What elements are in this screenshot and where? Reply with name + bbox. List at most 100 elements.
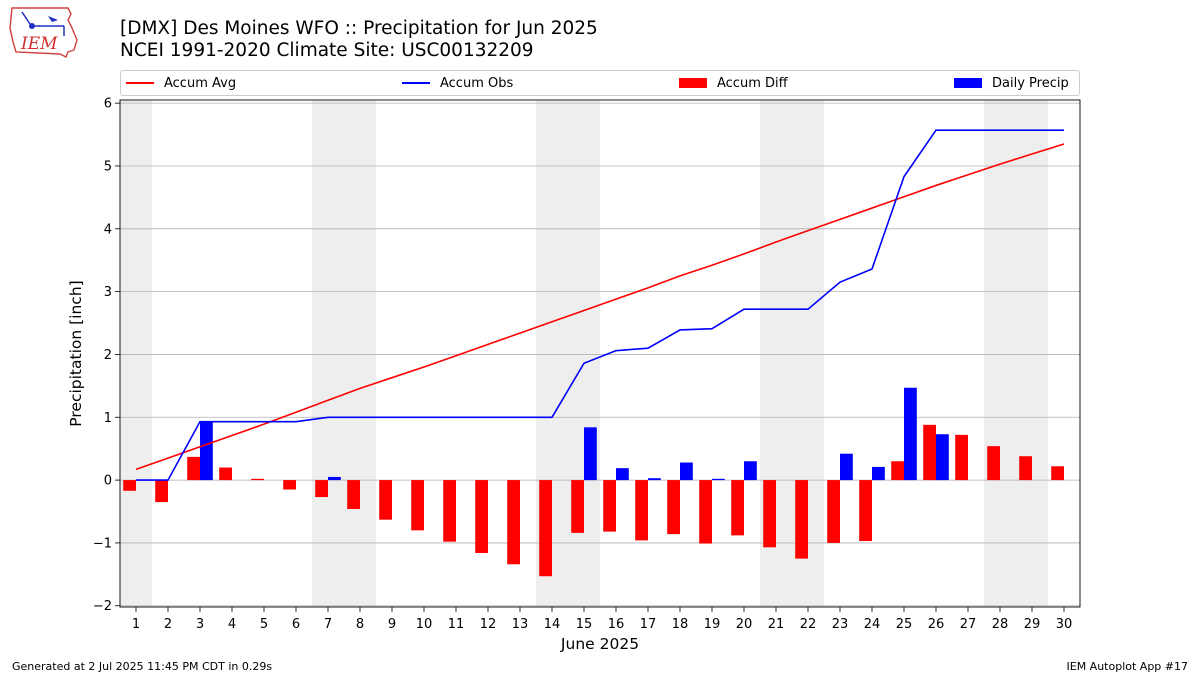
xtick-label-20: 20: [736, 617, 753, 632]
accum-diff-bar-day-14: [539, 480, 552, 577]
accum-diff-bar-day-15: [571, 480, 584, 533]
chart-legend: Accum Avg Accum Obs Accum Diff Daily Pre…: [120, 70, 1080, 96]
xtick-label-24: 24: [864, 617, 881, 632]
legend-label-accum-obs: Accum Obs: [440, 75, 514, 91]
accum-diff-bar-day-12: [475, 480, 488, 553]
weekend-shade-day-7: [312, 100, 344, 607]
accum-diff-bar-day-5: [251, 478, 264, 481]
daily-precip-bar-day-24: [872, 466, 885, 481]
ytick-label-0: 0: [104, 474, 112, 489]
legend-item-accum-obs: Accum Obs: [402, 74, 513, 92]
legend-label-accum-diff: Accum Diff: [717, 75, 788, 91]
y-axis-label: Precipitation [inch]: [67, 280, 85, 426]
weekend-shade-day-8: [344, 100, 376, 607]
xtick-label-25: 25: [896, 617, 913, 632]
footer-generated: Generated at 2 Jul 2025 11:45 PM CDT in …: [12, 660, 273, 673]
accum-diff-bar-day-13: [507, 480, 520, 565]
accum-diff-bar-day-2: [155, 480, 168, 503]
accum-diff-bar-day-8: [347, 480, 360, 509]
xtick-label-10: 10: [416, 617, 433, 632]
accum-diff-bar-day-30: [1051, 466, 1064, 481]
legend-item-daily-precip: Daily Precip: [954, 74, 1069, 92]
ytick-label-2: 2: [104, 348, 112, 363]
accum-diff-bar-day-19: [699, 480, 712, 544]
daily-precip-bar-day-25: [904, 387, 917, 481]
accum-diff-bar-day-28: [987, 446, 1000, 481]
accum-diff-bar-day-10: [411, 480, 424, 531]
iem-logo: IEM: [9, 7, 78, 58]
daily-precip-bar-day-7: [328, 476, 341, 481]
accum-diff-bar-day-24: [859, 480, 872, 542]
accum-diff-bar-day-17: [635, 480, 648, 541]
accum-diff-bar-day-25: [891, 461, 904, 481]
accum-diff-bar-day-7: [315, 480, 328, 498]
xtick-label-2: 2: [164, 617, 172, 632]
xtick-label-7: 7: [324, 617, 332, 632]
xtick-label-14: 14: [544, 617, 561, 632]
accum-diff-bar-day-20: [731, 480, 744, 536]
xtick-label-15: 15: [576, 617, 593, 632]
xtick-label-29: 29: [1024, 617, 1041, 632]
accum-diff-bar-day-9: [379, 480, 392, 520]
daily-precip-bar-day-17: [648, 478, 661, 481]
legend-swatch-accum-diff: [679, 78, 707, 88]
xtick-label-30: 30: [1056, 617, 1073, 632]
accum-diff-bar-day-27: [955, 434, 968, 481]
xtick-label-23: 23: [832, 617, 849, 632]
xtick-label-3: 3: [196, 617, 204, 632]
legend-swatch-accum-obs: [402, 82, 430, 84]
weekend-shade-day-28: [984, 100, 1016, 607]
accum-diff-bar-day-1: [123, 480, 136, 491]
weekend-shade-day-29: [1016, 100, 1048, 607]
xtick-label-5: 5: [260, 617, 268, 632]
accum-avg-line: [135, 143, 1065, 471]
xtick-label-28: 28: [992, 617, 1009, 632]
legend-label-accum-avg: Accum Avg: [164, 75, 237, 91]
legend-item-accum-diff: Accum Diff: [679, 74, 788, 92]
xtick-label-1: 1: [132, 617, 140, 632]
logo-text: IEM: [20, 34, 58, 54]
chart-title: [DMX] Des Moines WFO :: Precipitation fo…: [120, 18, 598, 39]
xtick-label-27: 27: [960, 617, 977, 632]
xtick-label-19: 19: [704, 617, 721, 632]
ytick-label-5: 5: [104, 159, 112, 174]
legend-label-daily-precip: Daily Precip: [992, 75, 1069, 91]
accum-diff-bar-day-21: [763, 480, 776, 548]
accum-diff-bar-day-6: [283, 480, 296, 490]
legend-swatch-accum-avg: [126, 82, 154, 84]
ytick-label-1: 1: [104, 411, 112, 426]
ytick-label--1: −1: [93, 536, 112, 551]
accum-diff-bar-day-23: [827, 480, 840, 543]
ytick-label-3: 3: [104, 285, 112, 300]
ytick-label-4: 4: [104, 222, 112, 237]
xtick-label-12: 12: [480, 617, 497, 632]
xtick-label-11: 11: [448, 617, 465, 632]
xtick-label-6: 6: [292, 617, 300, 632]
xtick-label-4: 4: [228, 617, 236, 632]
accum-diff-bar-day-3: [187, 456, 200, 481]
accum-diff-bar-day-22: [795, 480, 808, 559]
chart-subtitle: NCEI 1991-2020 Climate Site: USC00132209: [120, 40, 534, 61]
daily-precip-bar-day-3: [200, 421, 213, 481]
daily-precip-bar-day-15: [584, 427, 597, 481]
daily-precip-bar-day-16: [616, 468, 629, 481]
xtick-label-9: 9: [388, 617, 396, 632]
ytick-label-6: 6: [104, 97, 112, 112]
daily-precip-bar-day-26: [936, 434, 949, 481]
xtick-label-17: 17: [640, 617, 657, 632]
xtick-label-8: 8: [356, 617, 364, 632]
x-axis-label: June 2025: [560, 635, 639, 653]
ytick-label--2: −2: [93, 599, 112, 614]
xtick-label-16: 16: [608, 617, 625, 632]
accum-diff-bar-day-18: [667, 480, 680, 535]
accum-diff-bar-day-11: [443, 480, 456, 542]
xtick-label-13: 13: [512, 617, 529, 632]
xtick-label-18: 18: [672, 617, 689, 632]
plot-frame: [119, 99, 1081, 608]
accum-diff-bar-day-16: [603, 480, 616, 532]
legend-swatch-daily-precip: [954, 78, 982, 88]
daily-precip-bar-day-23: [840, 453, 853, 481]
xtick-label-26: 26: [928, 617, 945, 632]
xtick-label-21: 21: [768, 617, 785, 632]
